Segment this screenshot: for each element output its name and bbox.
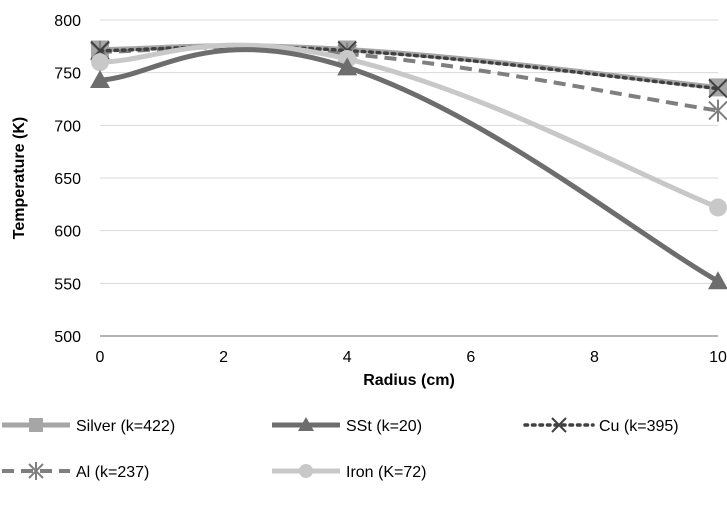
- grid-lines: [100, 19, 718, 284]
- series-4: [91, 42, 727, 217]
- legend-marker: [28, 462, 44, 480]
- x-tick-label: 2: [219, 349, 228, 366]
- data-point: [708, 99, 727, 122]
- series-line: [99, 43, 719, 90]
- y-tick-label: 700: [54, 118, 81, 135]
- data-point: [91, 53, 109, 72]
- legend-item: Al (k=237): [2, 462, 149, 481]
- legend-marker: [29, 418, 43, 432]
- data-point: [90, 70, 110, 89]
- legend-marker: [298, 417, 314, 431]
- y-axis-ticks: 500 550 600 650 700 750 800: [54, 13, 81, 346]
- legend-item: Cu (k=395): [523, 417, 679, 435]
- legend-marker: [299, 464, 313, 478]
- legend-item: SSt (k=20): [272, 417, 422, 435]
- legend-label: Iron (K=72): [346, 464, 426, 481]
- legend-label: Cu (k=395): [599, 418, 679, 435]
- series-line: [99, 42, 719, 210]
- y-tick-label: 750: [54, 66, 81, 83]
- series-1: [90, 47, 727, 290]
- x-tick-label: 4: [343, 349, 352, 366]
- x-tick-label: 6: [466, 349, 475, 366]
- y-tick-label: 650: [54, 171, 81, 188]
- x-tick-label: 10: [709, 349, 727, 366]
- y-tick-label: 550: [54, 276, 81, 293]
- series-layer: [90, 40, 727, 290]
- data-point: [708, 78, 727, 99]
- legend-label: Al (k=237): [76, 464, 149, 481]
- legend-item: Iron (K=72): [272, 464, 426, 481]
- x-tick-label: 0: [96, 349, 105, 366]
- series-line: [98, 45, 720, 91]
- y-axis-title: Temperature (K): [11, 117, 28, 239]
- data-point: [708, 271, 727, 290]
- series-line: [99, 47, 720, 284]
- y-tick-label: 800: [54, 13, 81, 30]
- y-tick-label: 600: [54, 224, 81, 241]
- legend-label: Silver (k=422): [76, 418, 175, 435]
- data-point: [337, 57, 358, 76]
- legend-label: SSt (k=20): [346, 418, 422, 435]
- x-tick-label: 8: [590, 349, 599, 366]
- x-axis-ticks: 0 2 4 6 8 10: [96, 349, 727, 366]
- legend: Silver (k=422) SSt (k=20) Cu (k=395) Al (k=…: [2, 417, 679, 481]
- data-point: [709, 198, 727, 217]
- legend-marker: [551, 417, 567, 433]
- y-tick-label: 500: [54, 329, 81, 346]
- legend-item: Silver (k=422): [2, 418, 175, 435]
- x-axis-title: Radius (cm): [363, 372, 455, 389]
